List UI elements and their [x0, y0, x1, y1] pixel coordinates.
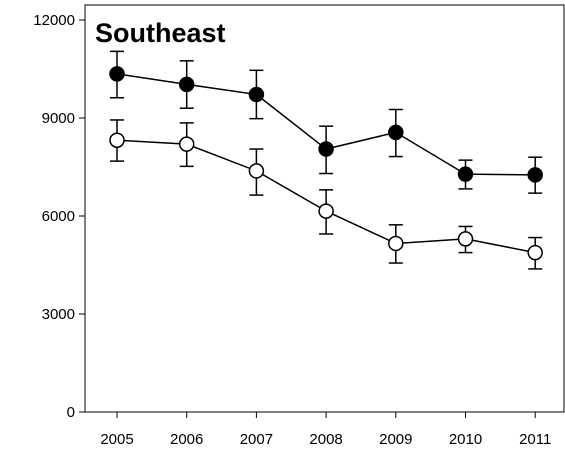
y-tick-label: 12000	[33, 12, 75, 29]
series-1	[109, 50, 543, 194]
x-tick-label: 2011	[519, 431, 551, 448]
series-layer	[109, 50, 543, 270]
data-point	[388, 235, 404, 252]
data-point	[388, 124, 404, 141]
plot-frame	[84, 4, 565, 413]
y-tick-label: 9000	[42, 110, 75, 127]
x-tick-label: 2005	[100, 431, 133, 448]
data-point	[527, 244, 543, 261]
x-tick-label: 2007	[240, 431, 273, 448]
series-2	[109, 119, 543, 270]
x-axis: 2005 2006 2007 2008 2009 2010 2011	[100, 412, 551, 448]
y-tick-label: 0	[67, 404, 75, 421]
y-tick-label: 3000	[42, 306, 75, 323]
data-point	[457, 166, 474, 182]
x-tick-label: 2010	[449, 431, 482, 448]
data-point	[527, 167, 543, 183]
data-point	[178, 136, 195, 152]
data-point	[318, 203, 334, 219]
data-point	[178, 76, 195, 93]
data-point	[109, 66, 125, 82]
data-point	[248, 163, 265, 179]
chart-title: Southeast	[95, 18, 226, 48]
y-axis: 0 3000 6000 9000 12000	[33, 12, 85, 421]
x-tick-label: 2008	[309, 431, 342, 448]
data-point	[318, 141, 334, 157]
x-tick-label: 2009	[379, 431, 412, 448]
y-tick-label: 6000	[42, 208, 75, 225]
data-point	[109, 132, 125, 148]
data-point	[457, 231, 474, 247]
data-point	[248, 86, 265, 103]
x-tick-label: 2006	[170, 431, 203, 448]
